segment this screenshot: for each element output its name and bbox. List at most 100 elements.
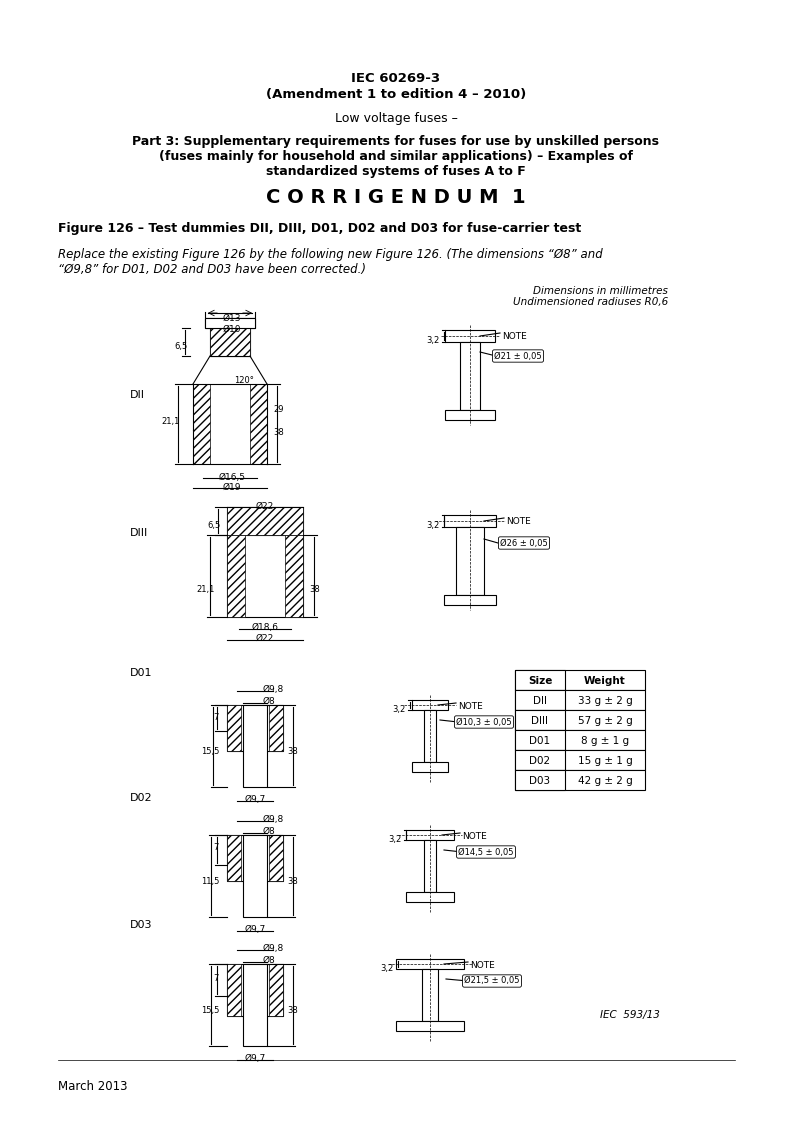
Bar [396, 1021, 464, 1031]
Text: 11,5: 11,5 [201, 877, 219, 886]
Text: Ø18,6: Ø18,6 [251, 623, 278, 632]
Bar [243, 964, 267, 1046]
Text: Ø9,8: Ø9,8 [263, 815, 284, 824]
Text: C O R R I G E N D U M  1: C O R R I G E N D U M 1 [266, 188, 526, 206]
Bar [460, 342, 480, 410]
Bar [227, 535, 245, 617]
Bar [515, 710, 565, 730]
Bar [210, 328, 250, 356]
Bar [227, 705, 283, 751]
Bar [445, 330, 495, 342]
Text: 3,2: 3,2 [427, 335, 440, 344]
Bar [515, 770, 565, 790]
Text: Ø26 ± 0,05: Ø26 ± 0,05 [500, 539, 548, 548]
Text: Replace the existing Figure 126 by the following new Figure 126. (The dimensions: Replace the existing Figure 126 by the f… [58, 248, 603, 276]
Text: Ø9,7: Ø9,7 [244, 925, 266, 934]
Text: Low voltage fuses –: Low voltage fuses – [335, 112, 458, 125]
Text: Weight: Weight [584, 675, 626, 686]
Bar [515, 730, 645, 749]
Bar [445, 410, 495, 420]
Bar [250, 384, 267, 465]
Bar [227, 705, 241, 751]
Bar [456, 527, 484, 595]
Text: March 2013: March 2013 [58, 1080, 128, 1093]
Text: 38: 38 [287, 1006, 297, 1015]
Text: IEC  593/13: IEC 593/13 [600, 1010, 660, 1020]
Bar [243, 835, 267, 917]
Bar [515, 749, 565, 770]
Text: Ø8: Ø8 [263, 827, 276, 836]
Text: Part 3: Supplementary requirements for fuses for use by unskilled persons
(fuses: Part 3: Supplementary requirements for f… [132, 135, 660, 178]
Text: 33 g ± 2 g: 33 g ± 2 g [577, 696, 632, 706]
Text: Ø14,5 ± 0,05: Ø14,5 ± 0,05 [458, 847, 514, 856]
Bar [412, 700, 448, 710]
Text: Size: Size [528, 675, 552, 686]
Bar [515, 710, 645, 730]
Text: 38: 38 [309, 585, 320, 594]
Text: Ø9,8: Ø9,8 [263, 944, 284, 953]
Text: DII: DII [533, 696, 547, 706]
Text: (Amendment 1 to edition 4 – 2010): (Amendment 1 to edition 4 – 2010) [266, 88, 526, 101]
Text: 15 g ± 1 g: 15 g ± 1 g [577, 756, 632, 766]
Text: D01: D01 [530, 736, 550, 746]
Text: Ø16,5: Ø16,5 [219, 473, 246, 482]
Bar [269, 835, 283, 881]
Text: 7: 7 [213, 974, 219, 983]
Text: 120°: 120° [234, 376, 254, 385]
Bar [515, 690, 565, 710]
Bar [515, 749, 645, 770]
Text: Figure 126 – Test dummies DII, DIII, D01, D02 and D03 for fuse-carrier test: Figure 126 – Test dummies DII, DIII, D01… [58, 222, 581, 234]
Text: Ø19: Ø19 [223, 482, 241, 493]
Text: 57 g ± 2 g: 57 g ± 2 g [577, 716, 632, 726]
Bar [515, 770, 645, 790]
Text: 3,2: 3,2 [427, 521, 440, 530]
Text: 7: 7 [213, 712, 219, 721]
Text: 42 g ± 2 g: 42 g ± 2 g [577, 776, 632, 787]
Text: D02: D02 [130, 793, 152, 803]
Bar [515, 690, 645, 710]
Text: Dimensions in millimetres: Dimensions in millimetres [533, 286, 668, 296]
Text: D03: D03 [130, 920, 152, 930]
Text: 7: 7 [213, 843, 219, 852]
Text: 21,1: 21,1 [197, 585, 215, 594]
Bar [210, 328, 250, 356]
Text: Ø10: Ø10 [223, 325, 241, 334]
Text: IEC 60269-3: IEC 60269-3 [351, 72, 441, 85]
Bar [227, 535, 303, 617]
Bar [424, 840, 436, 892]
Text: 6,5: 6,5 [174, 342, 188, 351]
Text: 29: 29 [273, 405, 284, 414]
Bar [424, 710, 436, 762]
Bar [269, 964, 283, 1017]
Text: Ø8: Ø8 [263, 956, 276, 965]
Text: NOTE: NOTE [458, 702, 483, 711]
Text: Ø10,3 ± 0,05: Ø10,3 ± 0,05 [456, 717, 511, 727]
Text: NOTE: NOTE [502, 332, 527, 341]
Text: 3,2: 3,2 [389, 835, 402, 844]
Text: 38: 38 [287, 877, 297, 886]
Bar [285, 535, 303, 617]
Bar [406, 892, 454, 902]
Text: Undimensioned radiuses R0,6: Undimensioned radiuses R0,6 [513, 297, 668, 307]
Bar [243, 705, 267, 787]
Bar [227, 964, 241, 1017]
Bar [406, 830, 454, 840]
Bar [515, 670, 645, 690]
Bar [269, 705, 283, 751]
Bar [515, 670, 565, 690]
Text: D02: D02 [530, 756, 550, 766]
Bar [205, 318, 255, 328]
Text: D01: D01 [130, 668, 152, 678]
Bar [412, 762, 448, 772]
Text: Ø13: Ø13 [223, 314, 241, 323]
Text: Ø9,7: Ø9,7 [244, 1054, 266, 1063]
Bar [396, 959, 464, 969]
Text: 38: 38 [273, 427, 284, 436]
Text: Ø9,7: Ø9,7 [244, 795, 266, 804]
Text: Ø9,8: Ø9,8 [263, 686, 284, 695]
Bar [444, 515, 496, 527]
Text: 3,2: 3,2 [381, 964, 394, 973]
Text: Ø8: Ø8 [263, 697, 276, 706]
Text: DII: DII [130, 390, 145, 401]
Bar [227, 507, 303, 535]
